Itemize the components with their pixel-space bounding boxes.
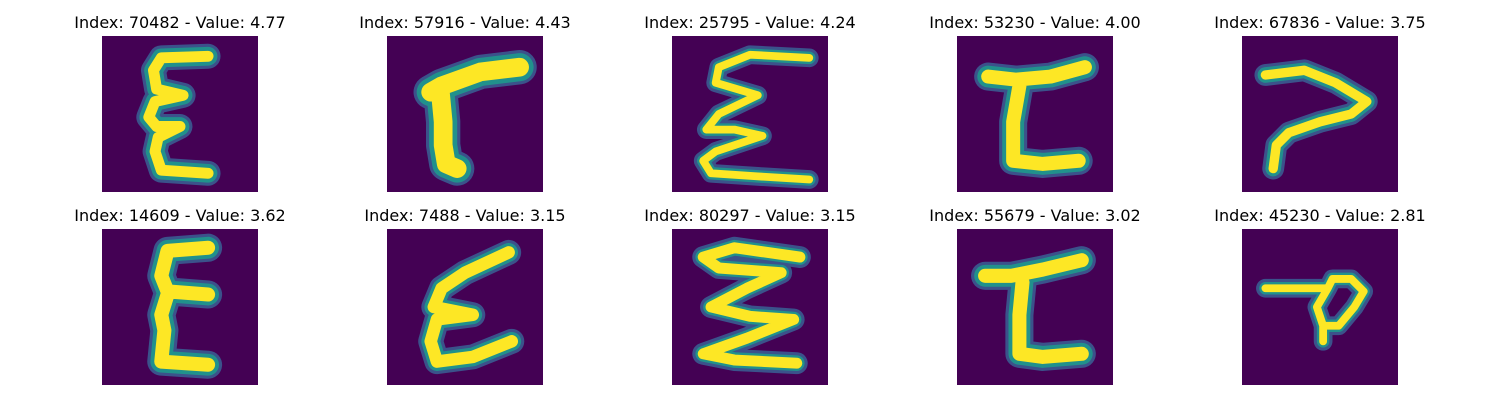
glyph-image — [672, 229, 828, 385]
panel-7: Index: 80297 - Value: 3.15 — [640, 206, 860, 396]
glyph-image — [387, 229, 543, 385]
panel-3: Index: 53230 - Value: 4.00 — [925, 13, 1145, 203]
glyph-image — [1242, 229, 1398, 385]
glyph-image — [102, 229, 258, 385]
glyph-image — [387, 36, 543, 192]
panel-title: Index: 45230 - Value: 2.81 — [1214, 206, 1426, 225]
glyph-image — [957, 36, 1113, 192]
panel-4: Index: 67836 - Value: 3.75 — [1210, 13, 1430, 203]
panel-title: Index: 53230 - Value: 4.00 — [929, 13, 1141, 32]
panel-6: Index: 7488 - Value: 3.15 — [355, 206, 575, 396]
glyph-image — [672, 36, 828, 192]
panel-title: Index: 55679 - Value: 3.02 — [929, 206, 1141, 225]
panel-title: Index: 14609 - Value: 3.62 — [74, 206, 286, 225]
glyph-image — [1242, 36, 1398, 192]
panel-0: Index: 70482 - Value: 4.77 — [70, 13, 290, 203]
panel-9: Index: 45230 - Value: 2.81 — [1210, 206, 1430, 396]
panel-title: Index: 57916 - Value: 4.43 — [359, 13, 571, 32]
panel-2: Index: 25795 - Value: 4.24 — [640, 13, 860, 203]
panel-5: Index: 14609 - Value: 3.62 — [70, 206, 290, 396]
panel-title: Index: 7488 - Value: 3.15 — [364, 206, 566, 225]
panel-title: Index: 70482 - Value: 4.77 — [74, 13, 286, 32]
panel-8: Index: 55679 - Value: 3.02 — [925, 206, 1145, 396]
panel-1: Index: 57916 - Value: 4.43 — [355, 13, 575, 203]
glyph-image — [102, 36, 258, 192]
glyph-image — [957, 229, 1113, 385]
panel-title: Index: 25795 - Value: 4.24 — [644, 13, 856, 32]
panel-title: Index: 67836 - Value: 3.75 — [1214, 13, 1426, 32]
panel-title: Index: 80297 - Value: 3.15 — [644, 206, 856, 225]
